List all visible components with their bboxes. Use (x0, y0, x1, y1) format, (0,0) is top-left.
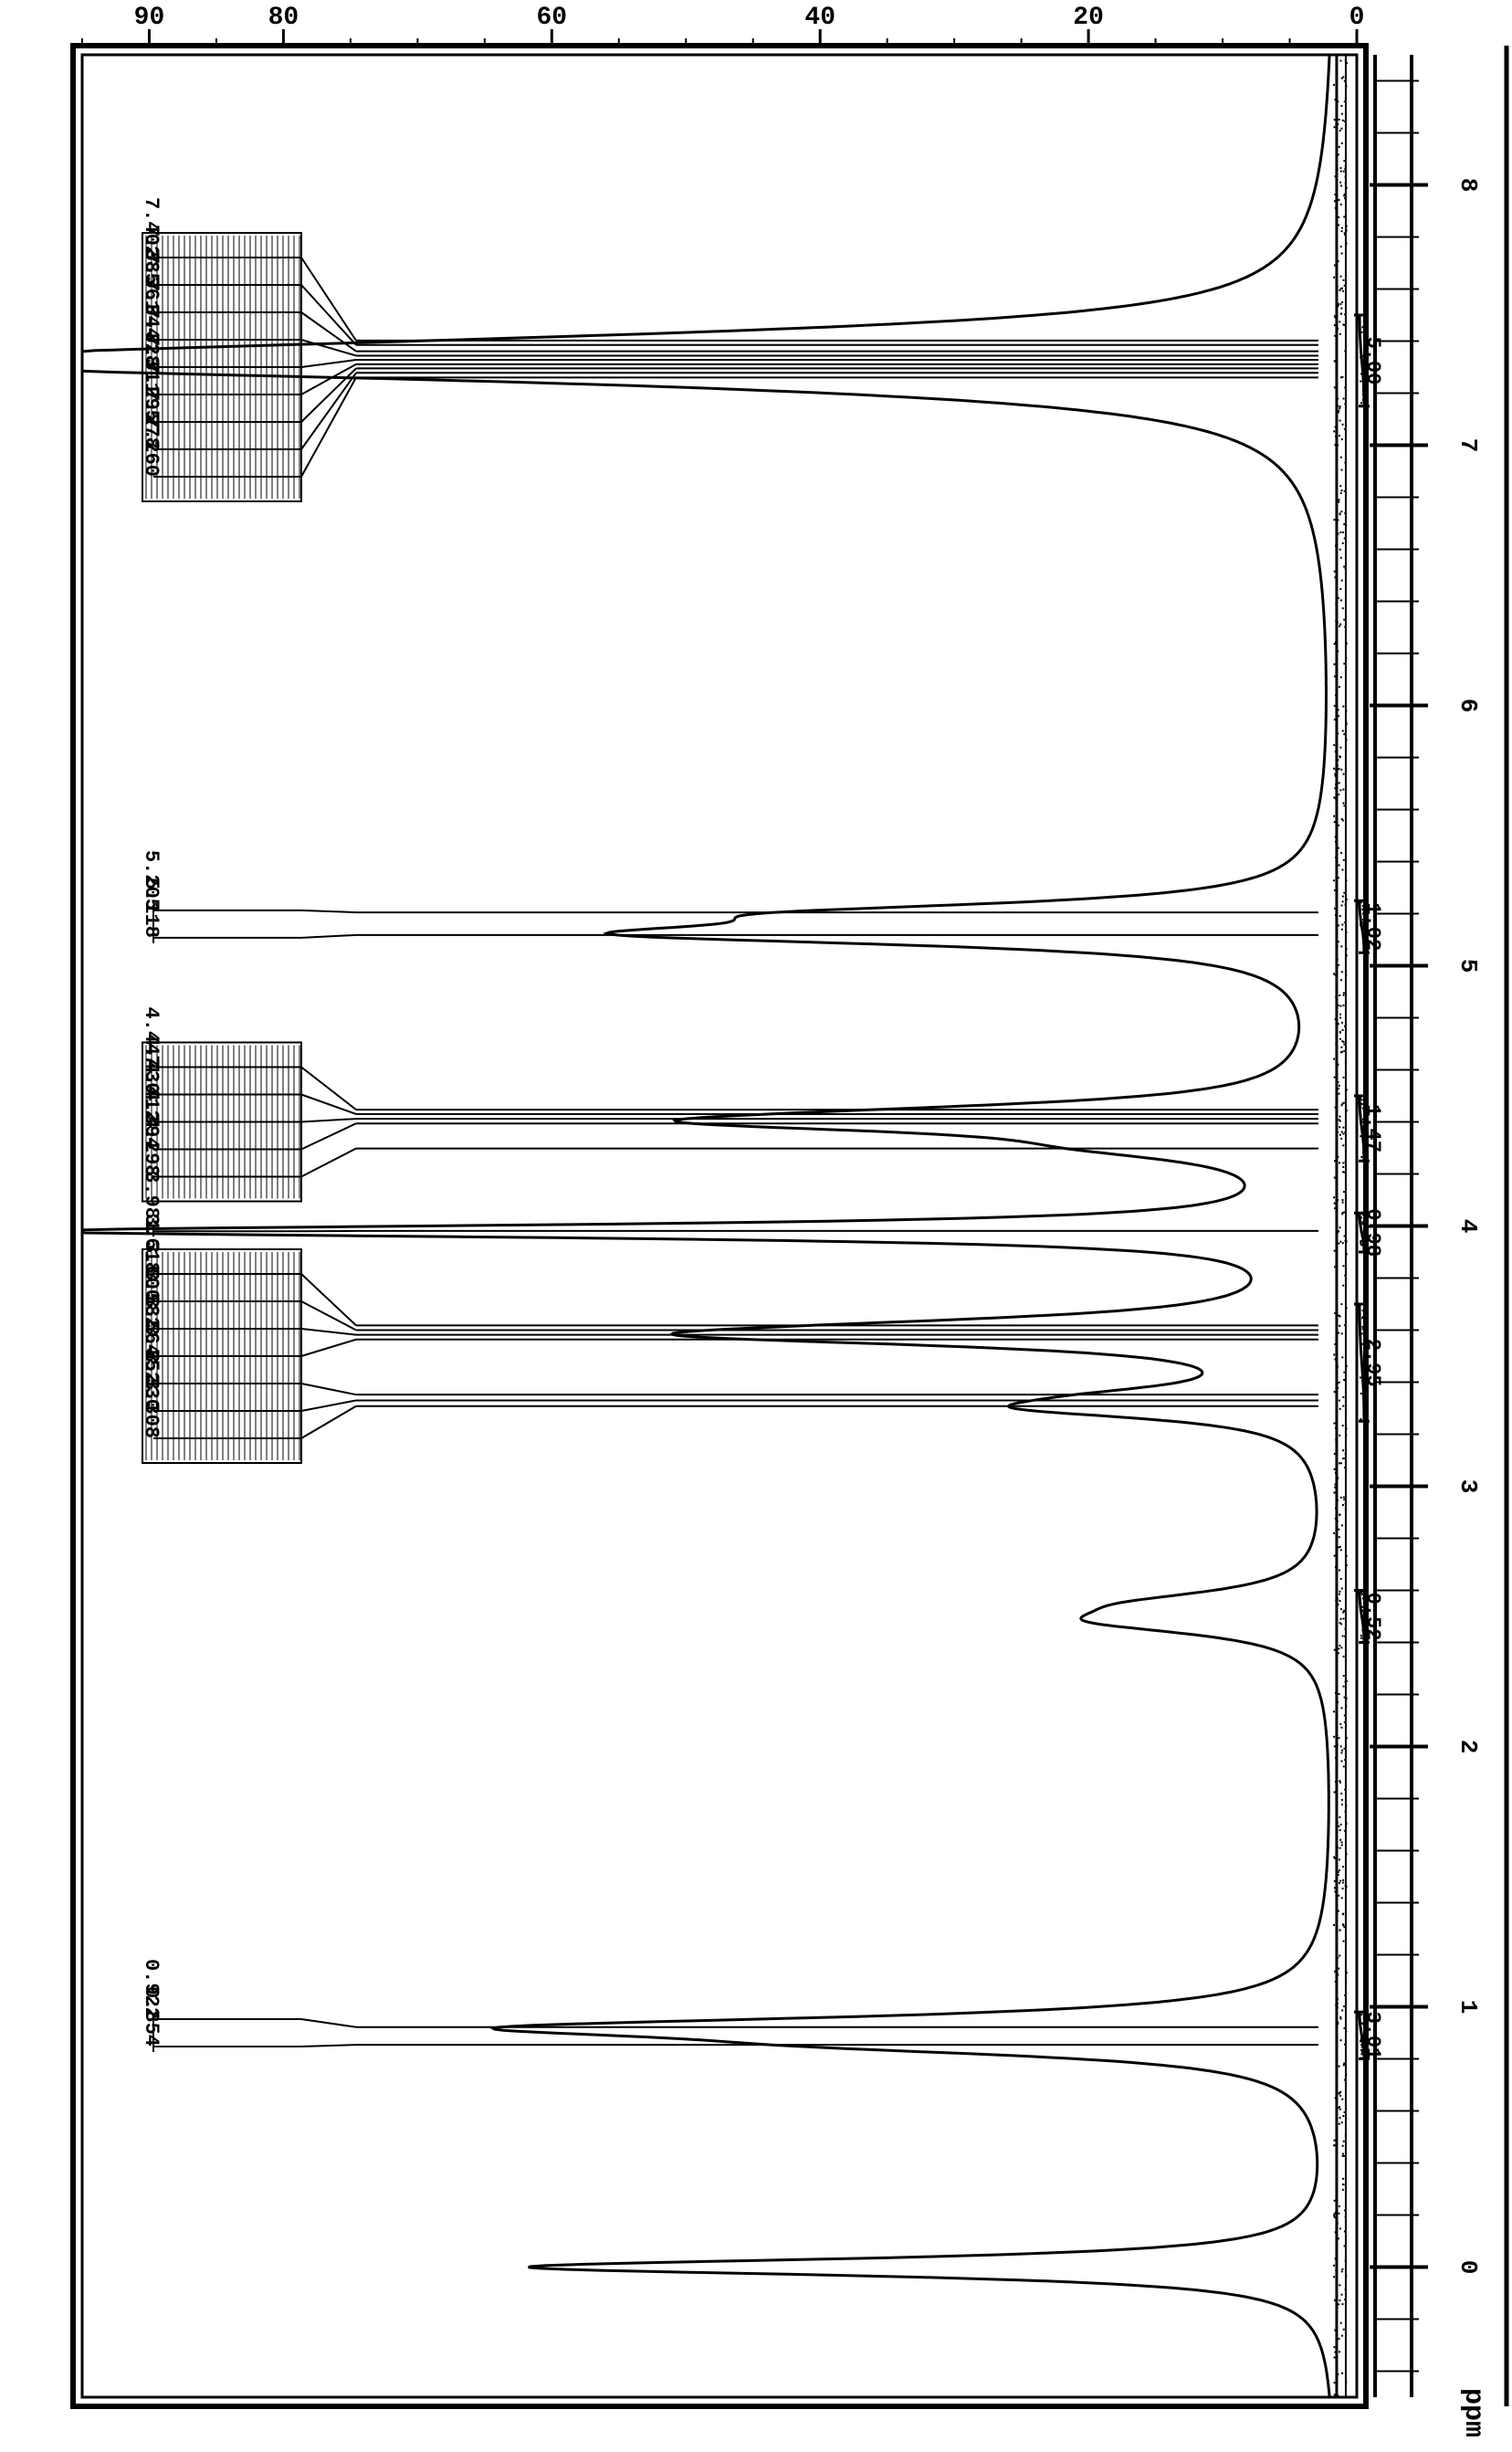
svg-text:0: 0 (1454, 2260, 1482, 2275)
svg-text:0.98: 0.98 (1361, 1208, 1384, 1257)
svg-text:40: 40 (804, 4, 835, 32)
svg-text:3: 3 (1454, 1479, 1482, 1494)
nmr-spectrum: 02040608090012345678ppm7.4027.3857.3617.… (0, 0, 1512, 2452)
svg-text:8: 8 (1454, 178, 1482, 193)
svg-text:1: 1 (1454, 2000, 1482, 2015)
svg-text:ppm: ppm (1457, 2388, 1488, 2437)
svg-text:7: 7 (1454, 438, 1482, 453)
svg-text:2.95: 2.95 (1361, 1339, 1384, 1387)
svg-text:0.854: 0.854 (140, 1986, 163, 2047)
svg-text:3.01: 3.01 (1361, 2011, 1384, 2059)
svg-text:90: 90 (134, 4, 165, 32)
svg-text:60: 60 (537, 4, 568, 32)
svg-text:5.118: 5.118 (140, 878, 163, 938)
svg-text:6: 6 (1454, 699, 1482, 713)
svg-text:80: 80 (268, 4, 299, 32)
svg-text:1.02: 1.02 (1361, 902, 1384, 951)
svg-text:4: 4 (1454, 1219, 1482, 1234)
page-root: 02040608090012345678ppm7.4027.3857.3617.… (0, 0, 1512, 2452)
svg-text:20: 20 (1073, 4, 1104, 32)
svg-text:2: 2 (1454, 1740, 1482, 1754)
svg-text:5.00: 5.00 (1361, 336, 1384, 384)
svg-text:0: 0 (1349, 4, 1365, 32)
svg-text:5: 5 (1454, 959, 1482, 973)
